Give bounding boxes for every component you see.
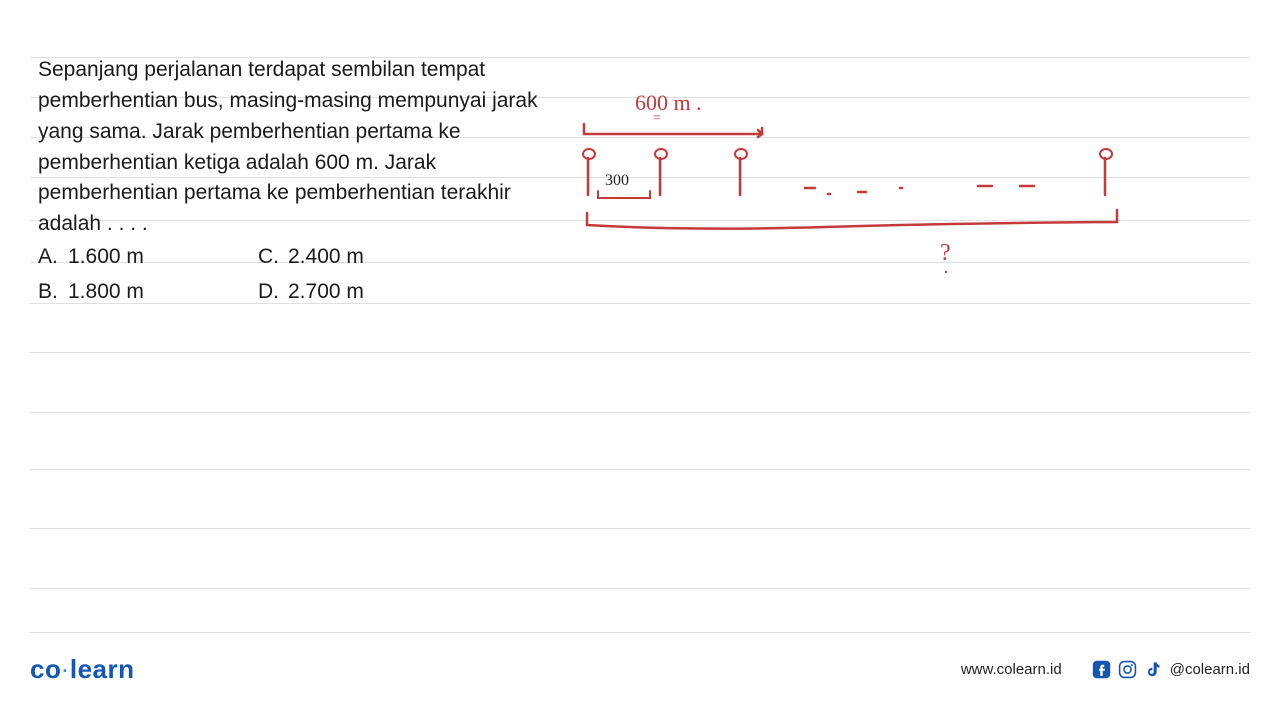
- logo-learn: learn: [70, 654, 135, 684]
- logo-co: co: [30, 654, 61, 684]
- option-value: 2.700 m: [288, 277, 364, 308]
- option-value: 1.800 m: [68, 277, 144, 308]
- logo-dot-icon: ·: [62, 661, 69, 681]
- option-letter: A.: [38, 242, 68, 273]
- option-letter: D.: [258, 277, 288, 308]
- footer-url: www.colearn.id: [961, 661, 1062, 678]
- option-letter: B.: [38, 277, 68, 308]
- option-value: 2.400 m: [288, 242, 364, 273]
- footer-right: www.colearn.id @colearn.id: [961, 660, 1250, 679]
- option-value: 1.600 m: [68, 242, 144, 273]
- answer-options: A. 1.600 m B. 1.800 m C. 2.400 m D. 2.70…: [38, 242, 568, 312]
- svg-text:=: =: [653, 111, 661, 126]
- social-icons: @colearn.id: [1092, 660, 1250, 679]
- question-text: Sepanjang perjalanan terdapat sembilan t…: [38, 55, 568, 240]
- svg-text:300: 300: [605, 172, 629, 189]
- svg-text:?: ?: [940, 240, 951, 266]
- diagram-svg: 600 m .= 300?: [580, 90, 1140, 290]
- instagram-icon: [1118, 660, 1137, 679]
- facebook-icon: [1092, 660, 1111, 679]
- footer: co·learn www.colearn.id @colearn.id: [30, 654, 1250, 685]
- option-D: D. 2.700 m: [258, 277, 478, 308]
- svg-text:600 m .: 600 m .: [635, 90, 702, 115]
- option-B: B. 1.800 m: [38, 277, 258, 308]
- handwritten-diagram: 600 m .= 300?: [580, 90, 1140, 290]
- question-block: Sepanjang perjalanan terdapat sembilan t…: [38, 55, 568, 312]
- tiktok-icon: [1144, 660, 1163, 679]
- option-C: C. 2.400 m: [258, 242, 478, 273]
- social-handle: @colearn.id: [1170, 661, 1250, 678]
- logo: co·learn: [30, 654, 135, 685]
- option-letter: C.: [258, 242, 288, 273]
- option-A: A. 1.600 m: [38, 242, 258, 273]
